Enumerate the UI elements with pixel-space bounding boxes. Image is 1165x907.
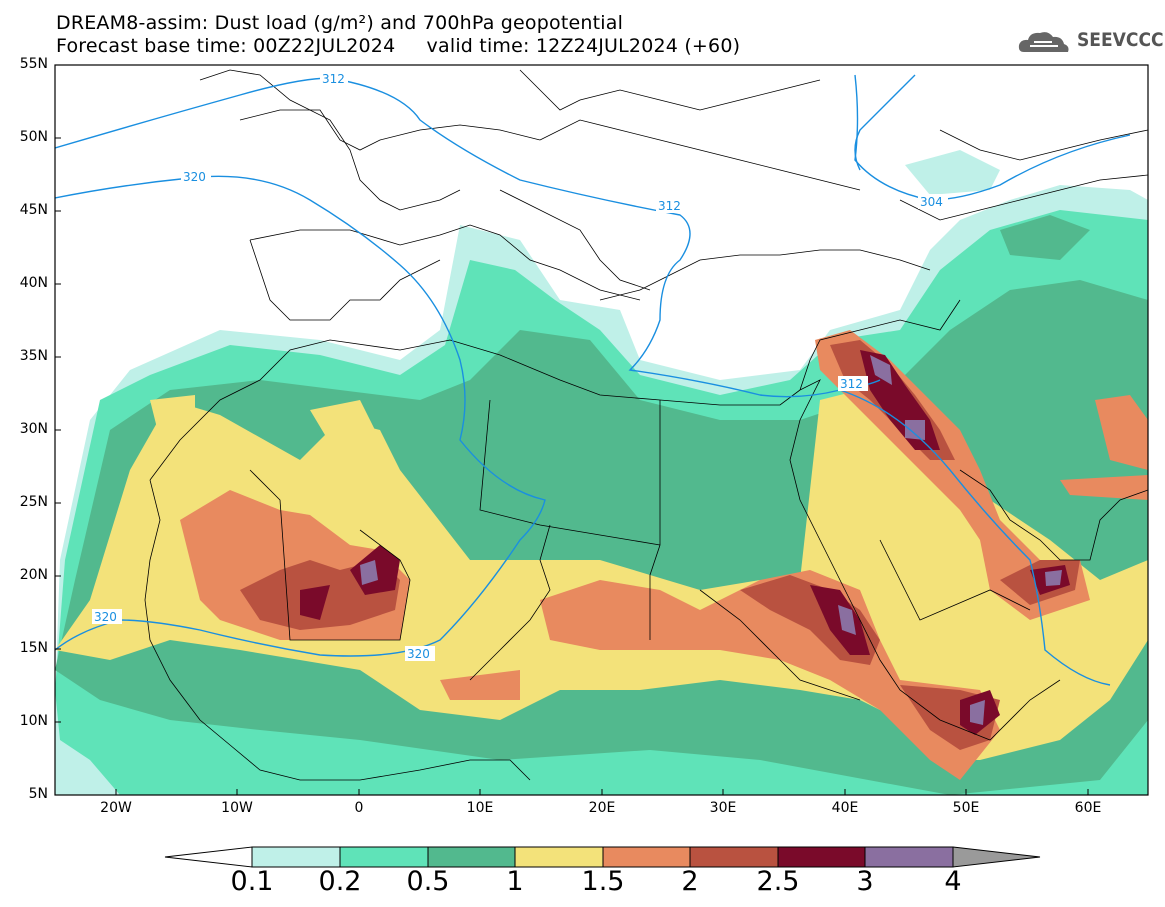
colorbar-above-arrow: [952, 846, 1041, 868]
colorbar-label: 2.5: [756, 866, 800, 897]
colorbar-below-arrow: [164, 846, 253, 868]
colorbar-label: 1: [506, 866, 524, 897]
colorbar-bin-0.1: [251, 846, 341, 868]
contour-label-320-atl: 320: [94, 610, 117, 624]
colorbar-bin-1: [514, 846, 604, 868]
colorbar-bin-3: [864, 846, 954, 868]
colorbar-bin-2: [689, 846, 779, 868]
lat-label-30n: 30N: [19, 421, 48, 437]
contour-label-312-balkan: 312: [658, 199, 681, 213]
axis-ticks: [55, 64, 1089, 795]
lon-label-20e: 20E: [588, 800, 616, 816]
lon-label-20w: 20W: [100, 800, 132, 816]
contour-312-north: [55, 77, 881, 398]
lon-label-60e: 60E: [1074, 800, 1102, 816]
logo-text: SEEVCCC: [1077, 29, 1164, 51]
lat-label-25n: 25N: [19, 494, 48, 510]
lon-label-30e: 30E: [709, 800, 737, 816]
colorbar-label: 2: [681, 866, 699, 897]
lon-label-0: 0: [354, 800, 364, 816]
colorbar-bin-0.2: [339, 846, 429, 868]
lon-label-10e: 10E: [466, 800, 494, 816]
lat-label-45n: 45N: [19, 202, 48, 218]
lat-label-55n: 55N: [19, 56, 48, 72]
lat-label-10n: 10N: [19, 713, 48, 729]
colorbar-bin-0.5: [427, 846, 516, 868]
lon-label-40e: 40E: [831, 800, 859, 816]
colorbar-label: 4: [944, 866, 962, 897]
map-subtitle-times: Forecast base time: 00Z22JUL2024 valid t…: [56, 35, 741, 57]
lat-label-40n: 40N: [19, 275, 48, 291]
seevccc-logo: [1018, 32, 1069, 52]
colorbar-label: 0.1: [230, 866, 274, 897]
lat-label-50n: 50N: [19, 129, 48, 145]
colorbar-label: 1.5: [581, 866, 625, 897]
colorbar-bin-1.5: [602, 846, 691, 868]
lat-label-15n: 15N: [19, 640, 48, 656]
colorbar-label: 0.2: [318, 866, 362, 897]
lat-label-20n: 20N: [19, 567, 48, 583]
lat-label-35n: 35N: [19, 348, 48, 364]
lon-label-10w: 10W: [221, 800, 253, 816]
colorbar-label: 3: [856, 866, 874, 897]
contour-east: [854, 74, 916, 171]
colorbar-label: 0.5: [406, 866, 450, 897]
contour-sahel-east: [839, 389, 1111, 686]
contour-label-312-north: 312: [322, 72, 345, 86]
country-borders: [144, 69, 1148, 781]
contour-label-312-levant: 312: [840, 377, 863, 391]
colorbar: [164, 846, 1041, 868]
lat-label-5n: 5N: [28, 786, 48, 802]
colorbar-bin-2.5: [777, 846, 866, 868]
contour-label-304: 304: [920, 195, 943, 209]
lon-label-50e: 50E: [952, 800, 980, 816]
map-frame: [54, 64, 1149, 796]
contour-label-320-sahel: 320: [407, 647, 430, 661]
map-title: DREAM8-assim: Dust load (g/m²) and 700hP…: [56, 12, 624, 34]
contour-320-west: [55, 175, 546, 657]
contour-label-320-west: 320: [183, 170, 206, 184]
